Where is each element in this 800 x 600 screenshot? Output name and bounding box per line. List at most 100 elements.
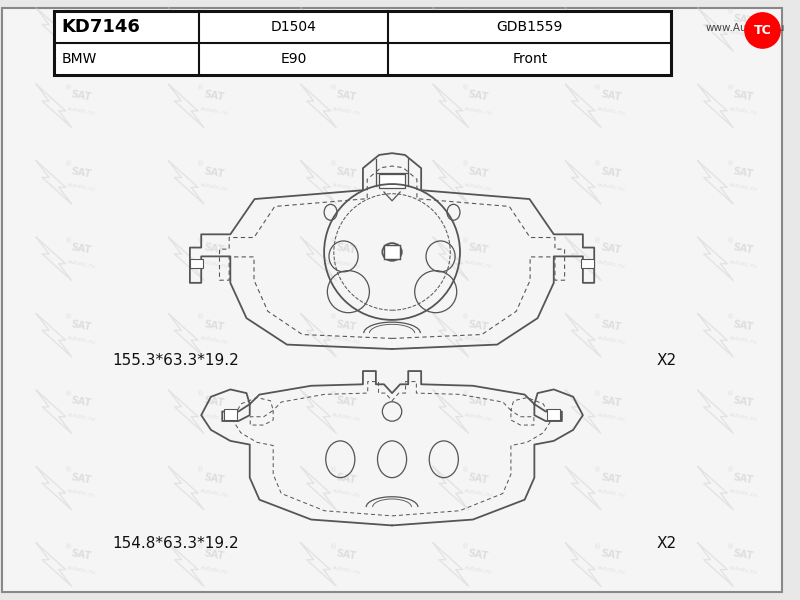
Text: SAT: SAT xyxy=(599,13,622,26)
Text: SAT: SAT xyxy=(732,166,754,179)
Text: 154.8*63.3*19.2: 154.8*63.3*19.2 xyxy=(113,536,239,551)
Text: ®: ® xyxy=(726,85,734,91)
Text: autotc.ru: autotc.ru xyxy=(66,335,96,345)
Text: SAT: SAT xyxy=(335,548,357,562)
Text: www.AutoTC.ru: www.AutoTC.ru xyxy=(706,23,785,32)
Text: autotc.ru: autotc.ru xyxy=(728,565,758,575)
Text: SAT: SAT xyxy=(70,395,92,409)
Text: ®: ® xyxy=(330,162,337,168)
Text: autotc.ru: autotc.ru xyxy=(464,565,493,575)
Text: SAT: SAT xyxy=(467,166,490,179)
Text: ®: ® xyxy=(65,391,72,397)
Circle shape xyxy=(745,13,780,48)
Text: ®: ® xyxy=(330,9,337,15)
Text: SAT: SAT xyxy=(732,89,754,103)
Text: SAT: SAT xyxy=(335,89,357,103)
Text: SAT: SAT xyxy=(202,89,225,103)
Text: autotc.ru: autotc.ru xyxy=(596,259,626,269)
Text: autotc.ru: autotc.ru xyxy=(331,412,361,422)
Text: autotc.ru: autotc.ru xyxy=(464,106,493,116)
Text: autotc.ru: autotc.ru xyxy=(596,335,626,345)
Text: ®: ® xyxy=(65,314,72,320)
Text: ®: ® xyxy=(462,238,469,244)
Text: autotc.ru: autotc.ru xyxy=(331,335,361,345)
Text: SAT: SAT xyxy=(467,395,490,409)
Text: ®: ® xyxy=(594,85,602,91)
Text: SAT: SAT xyxy=(335,13,357,26)
Text: SAT: SAT xyxy=(732,242,754,256)
Text: SAT: SAT xyxy=(202,166,225,179)
Text: autotc.ru: autotc.ru xyxy=(66,259,96,269)
Text: Front: Front xyxy=(512,52,547,65)
Text: SAT: SAT xyxy=(599,89,622,103)
Text: autotc.ru: autotc.ru xyxy=(728,259,758,269)
Text: SAT: SAT xyxy=(70,13,92,26)
Text: autotc.ru: autotc.ru xyxy=(199,488,228,498)
Text: autotc.ru: autotc.ru xyxy=(596,182,626,192)
Text: ®: ® xyxy=(462,467,469,473)
Text: BMW: BMW xyxy=(62,52,97,65)
Text: SAT: SAT xyxy=(70,242,92,256)
Text: SAT: SAT xyxy=(335,472,357,485)
Text: ®: ® xyxy=(462,9,469,15)
Text: SAT: SAT xyxy=(202,472,225,485)
Text: autotc.ru: autotc.ru xyxy=(66,488,96,498)
Bar xyxy=(224,409,237,419)
Text: SAT: SAT xyxy=(467,89,490,103)
Text: KD7146: KD7146 xyxy=(62,18,141,36)
Text: SAT: SAT xyxy=(335,166,357,179)
Text: autotc.ru: autotc.ru xyxy=(596,488,626,498)
Text: ®: ® xyxy=(198,391,205,397)
Text: ®: ® xyxy=(726,9,734,15)
Text: ®: ® xyxy=(330,85,337,91)
Text: autotc.ru: autotc.ru xyxy=(199,412,228,422)
Text: TC: TC xyxy=(754,24,771,37)
Text: SAT: SAT xyxy=(202,395,225,409)
Text: 155.3*63.3*19.2: 155.3*63.3*19.2 xyxy=(113,353,239,368)
Text: autotc.ru: autotc.ru xyxy=(728,335,758,345)
Text: autotc.ru: autotc.ru xyxy=(464,29,493,40)
Text: autotc.ru: autotc.ru xyxy=(464,182,493,192)
Text: X2: X2 xyxy=(657,536,677,551)
Text: X2: X2 xyxy=(657,353,677,368)
Text: ®: ® xyxy=(330,238,337,244)
Text: autotc.ru: autotc.ru xyxy=(331,106,361,116)
Text: SAT: SAT xyxy=(599,395,622,409)
Text: SAT: SAT xyxy=(335,242,357,256)
Text: ®: ® xyxy=(198,9,205,15)
Text: SAT: SAT xyxy=(599,319,622,332)
Text: SAT: SAT xyxy=(467,13,490,26)
Text: autotc.ru: autotc.ru xyxy=(728,182,758,192)
Text: autotc.ru: autotc.ru xyxy=(596,29,626,40)
Text: SAT: SAT xyxy=(732,319,754,332)
Text: ®: ® xyxy=(594,238,602,244)
Text: autotc.ru: autotc.ru xyxy=(464,259,493,269)
Text: ®: ® xyxy=(198,314,205,320)
Text: SAT: SAT xyxy=(467,548,490,562)
Text: autotc.ru: autotc.ru xyxy=(331,488,361,498)
Text: autotc.ru: autotc.ru xyxy=(199,182,228,192)
Text: autotc.ru: autotc.ru xyxy=(728,106,758,116)
Text: ®: ® xyxy=(726,391,734,397)
Text: SAT: SAT xyxy=(70,166,92,179)
Text: SAT: SAT xyxy=(599,242,622,256)
Text: SAT: SAT xyxy=(467,319,490,332)
Text: ®: ® xyxy=(462,162,469,168)
Text: ®: ® xyxy=(594,391,602,397)
Text: SAT: SAT xyxy=(335,319,357,332)
Text: ®: ® xyxy=(594,314,602,320)
Text: autotc.ru: autotc.ru xyxy=(66,412,96,422)
Bar xyxy=(384,245,400,259)
Text: autotc.ru: autotc.ru xyxy=(728,29,758,40)
Text: SAT: SAT xyxy=(732,472,754,485)
Text: ®: ® xyxy=(65,238,72,244)
Text: ®: ® xyxy=(330,314,337,320)
Text: D1504: D1504 xyxy=(270,20,317,34)
Text: autotc.ru: autotc.ru xyxy=(199,259,228,269)
Text: SAT: SAT xyxy=(599,548,622,562)
Text: ®: ® xyxy=(726,314,734,320)
Text: ®: ® xyxy=(65,9,72,15)
Text: ®: ® xyxy=(462,544,469,550)
Text: ®: ® xyxy=(594,544,602,550)
Text: SAT: SAT xyxy=(732,13,754,26)
